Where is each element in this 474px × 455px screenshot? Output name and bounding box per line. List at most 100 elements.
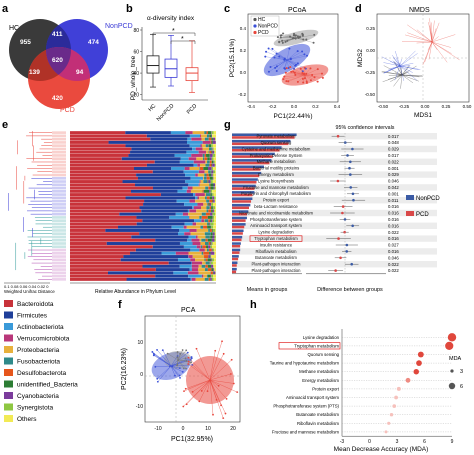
dendro-leaf-label [52,173,66,177]
pcoa-ytick-label: 0.4 [240,26,247,31]
pca-spider-line [156,349,172,367]
pcoa-point [271,47,274,50]
stack-segment [122,180,186,184]
stack-segment [214,235,216,239]
g-legend-pcd-swatch [406,211,414,216]
stack-segment [213,264,216,268]
stack-segment [204,232,211,236]
pcoa-spider-line [284,59,288,69]
stack-segment [70,199,145,203]
stack-segment [183,170,199,174]
stack-segment [212,219,215,223]
nmds-line [407,32,433,43]
stack-segment [70,147,132,151]
dendro-leaf-label [52,212,66,216]
pcoa-spider-line [286,74,306,82]
stack-segment [108,140,188,144]
error-bar-chart: Pyruvate metabolism 0.017 Quorum sensing 0.… [232,133,437,275]
dendro-leaf-label [52,261,66,265]
g-category-label: Riboflavin metabolism [256,249,297,254]
pcoa-ylabel: PC2(15.11%) [229,39,236,78]
stack-segment [209,134,212,138]
stack-segment [195,193,205,197]
stack-segment [200,225,204,229]
stack-segment [212,153,216,157]
pcoa-point [296,50,299,53]
stack-segment [211,202,214,206]
nmds-ytick-label: 0.25 [366,26,375,31]
stack-segment [214,150,215,154]
pcoa-spider-line [295,33,303,39]
dendro-leaf-label [52,167,66,170]
g-bar-nonpcd [232,152,275,156]
stack-segment [209,183,210,187]
stack-segment [212,242,216,245]
nmds-line [395,72,403,76]
nmds-line [401,65,417,76]
g-diff-point [351,147,354,151]
stack-segment [120,258,178,262]
phylum-legend-swatch [4,357,13,365]
pca-point [187,356,190,359]
g-diff-point [352,198,355,202]
stack-segment [198,170,205,174]
mda-legend-3: 3 [460,369,463,375]
stack-segment [215,153,216,157]
stack-segment [192,131,205,135]
pca-point [156,348,158,351]
stack-segment [205,144,209,148]
nmds-line [431,41,438,50]
boxplot-title: α-diversity index [147,15,195,22]
pcoa-point [309,79,312,82]
stack-segment [212,144,216,148]
g-bar-nonpcd [232,197,253,200]
stack-segment [201,206,207,210]
pcoa-legend-nonpcd-marker [253,24,257,28]
nmds-ylabel: MDS2 [357,49,364,67]
stack-segment [184,167,190,170]
pcoa-point [295,63,298,66]
g-bar-pcd [232,257,239,261]
stack-segment [208,173,212,177]
stack-segment [155,238,188,242]
stack-segment [186,225,201,229]
stack-segment [208,219,211,223]
stack-segment [212,180,216,184]
stack-segment [207,268,212,272]
pcoa-spider-line [266,51,288,61]
pca-spider-line [185,379,211,390]
stack-segment [190,232,205,236]
stack-segment [212,235,215,239]
stack-segment [70,215,137,219]
stack-segment [131,235,189,239]
g-legend-nonpcd-swatch [406,195,414,200]
phylum-legend-label: Proteobacteria [17,347,60,354]
mda-category-label: Protein export [312,386,340,391]
mda-xtick-label: 0 [368,439,371,445]
stack-segment [195,173,198,177]
stack-segment [137,176,191,180]
g-p-value: 0.027 [388,243,399,248]
stack-segment [209,228,212,232]
stack-segment [190,277,192,281]
stack-segment [189,167,200,170]
panel-e-label: e [2,119,8,131]
dendro-leaf-label [52,209,66,213]
pcoa-legend-pcd-marker [253,30,257,35]
stack-segment [210,261,213,265]
stack-segment [213,157,216,161]
pca-point [186,351,189,354]
stack-segment [139,232,178,236]
dendro-leaf-label [52,150,66,154]
g-bar-pcd [232,270,237,274]
panel-c-label: c [224,3,230,15]
stack-segment [204,176,207,180]
stack-segment [128,153,175,157]
stack-segment [190,176,203,180]
g-p-value: 0.046 [388,179,399,184]
pca-point [151,351,154,353]
pcoa-spider-line [304,74,312,81]
stack-segment [212,209,214,213]
stack-segment [168,261,192,265]
pca-point [206,390,209,393]
